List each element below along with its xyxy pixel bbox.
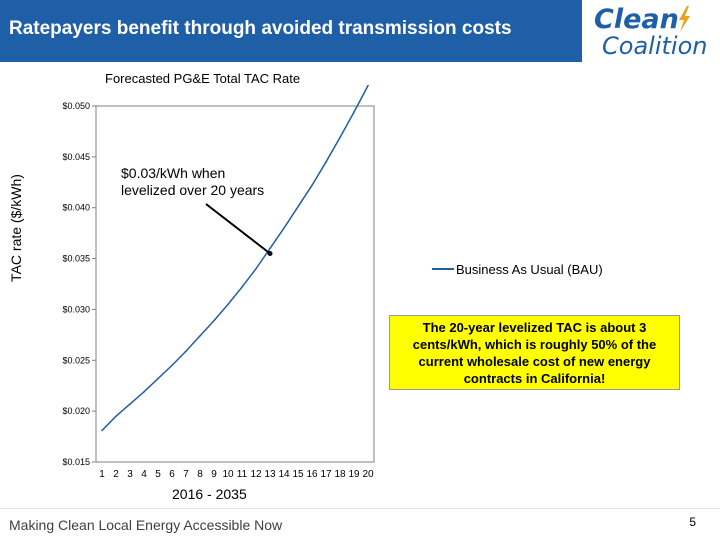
x-tick-label: 10 [222, 469, 234, 480]
footer-tagline: Making Clean Local Energy Accessible Now [9, 517, 283, 533]
x-tick-label: 19 [348, 469, 360, 480]
y-tick-label: $0.050 [62, 101, 90, 111]
x-tick-label: 15 [292, 469, 304, 480]
series-line-bau [101, 85, 369, 431]
x-tick-label: 18 [334, 469, 346, 480]
x-tick-label: 13 [264, 469, 276, 480]
data-point [115, 415, 117, 418]
x-tick-label: 12 [250, 469, 262, 480]
x-tick-label: 5 [155, 469, 161, 480]
legend-entry-bau: Business As Usual (BAU) [456, 261, 603, 277]
data-point [339, 136, 341, 139]
data-point [241, 286, 243, 288]
highlight-note-box: The 20-year levelized TAC is about 3 cen… [389, 315, 680, 390]
slide-header: Ratepayers benefit through avoided trans… [0, 0, 720, 62]
x-tick-label: 4 [141, 469, 147, 480]
data-point [157, 377, 159, 380]
data-point [297, 205, 299, 208]
x-tick-label: 6 [169, 469, 175, 480]
x-tick-label: 3 [127, 469, 133, 480]
data-point [269, 247, 271, 250]
title-bar: Ratepayers benefit through avoided trans… [0, 0, 582, 62]
data-point [325, 161, 327, 163]
data-point [311, 184, 313, 187]
data-point [171, 364, 173, 367]
x-tick-label: 11 [237, 469, 248, 480]
x-tick-label: 20 [362, 469, 374, 480]
y-tick-label: $0.025 [62, 355, 90, 365]
callout-arrow [205, 203, 271, 255]
data-point [283, 227, 285, 229]
data-point [101, 429, 103, 432]
x-tick-label: 8 [197, 469, 203, 480]
data-point [185, 350, 187, 352]
data-point [129, 403, 131, 405]
page-number: 5 [689, 515, 696, 529]
data-point [367, 84, 369, 87]
data-point [213, 319, 215, 322]
slide-title: Ratepayers benefit through avoided trans… [9, 18, 512, 39]
levelized-callout: $0.03/kWh when levelized over 20 years [121, 165, 265, 198]
legend-swatch [432, 268, 454, 270]
y-tick-label: $0.040 [62, 203, 90, 213]
plot-frame [95, 105, 375, 463]
x-tick-label: 14 [278, 469, 290, 480]
x-tick-label: 16 [306, 469, 318, 480]
slide-footer: Making Clean Local Energy Accessible Now… [0, 508, 720, 540]
x-tick-label: 7 [183, 469, 189, 480]
x-tick-label: 17 [320, 469, 332, 480]
data-point [199, 335, 201, 337]
data-point [227, 303, 229, 306]
data-point [353, 111, 355, 113]
logo-word-clean: Clean [594, 4, 679, 35]
chart-title: Forecasted PG&E Total TAC Rate [105, 71, 301, 86]
x-tick-label: 9 [211, 469, 217, 480]
x-tick-label: 1 [99, 469, 105, 480]
y-tick-label: $0.030 [62, 304, 90, 314]
y-tick-label: $0.020 [62, 406, 90, 416]
lightning-bolt-icon [679, 6, 690, 32]
y-tick-label: $0.035 [62, 254, 90, 264]
highlight-note-text: The 20-year levelized TAC is about 3 cen… [412, 319, 657, 386]
logo-word-coalition: Coalition [602, 32, 708, 60]
y-tick-label: $0.045 [62, 152, 90, 162]
data-point [255, 267, 257, 270]
data-point [143, 391, 145, 393]
y-tick-label: $0.015 [62, 457, 90, 467]
x-axis-title: 2016 - 2035 [172, 486, 247, 502]
clean-coalition-logo: Clean Coalition [590, 4, 716, 60]
chart-legend: Business As Usual (BAU) [432, 260, 603, 278]
callout-point [267, 250, 273, 256]
y-axis-label: TAC rate ($/kWh) [8, 174, 24, 282]
x-tick-label: 2 [113, 469, 119, 480]
